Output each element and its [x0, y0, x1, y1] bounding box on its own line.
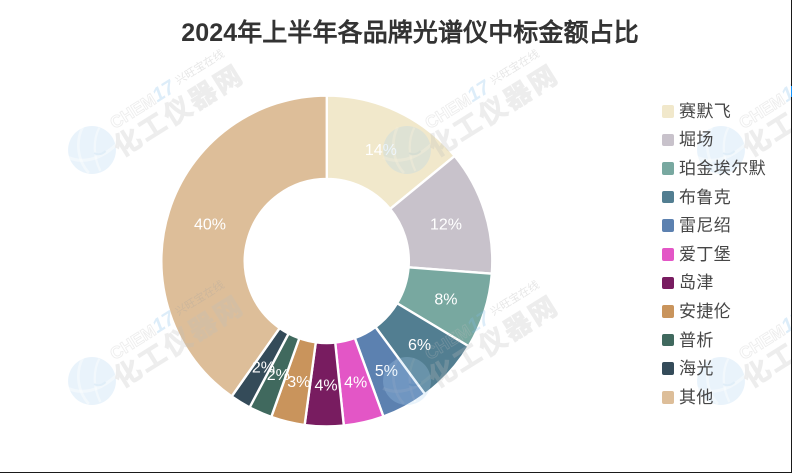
svg-text:8%: 8% [434, 291, 457, 308]
svg-text:2%: 2% [267, 367, 290, 384]
svg-text:4%: 4% [344, 374, 367, 391]
svg-text:5%: 5% [375, 363, 398, 380]
svg-text:14%: 14% [365, 142, 397, 159]
svg-text:4%: 4% [314, 377, 337, 394]
svg-text:2%: 2% [252, 359, 275, 376]
svg-text:40%: 40% [194, 216, 226, 233]
svg-text:3%: 3% [287, 374, 310, 391]
svg-text:12%: 12% [430, 216, 462, 233]
svg-text:6%: 6% [408, 337, 431, 354]
